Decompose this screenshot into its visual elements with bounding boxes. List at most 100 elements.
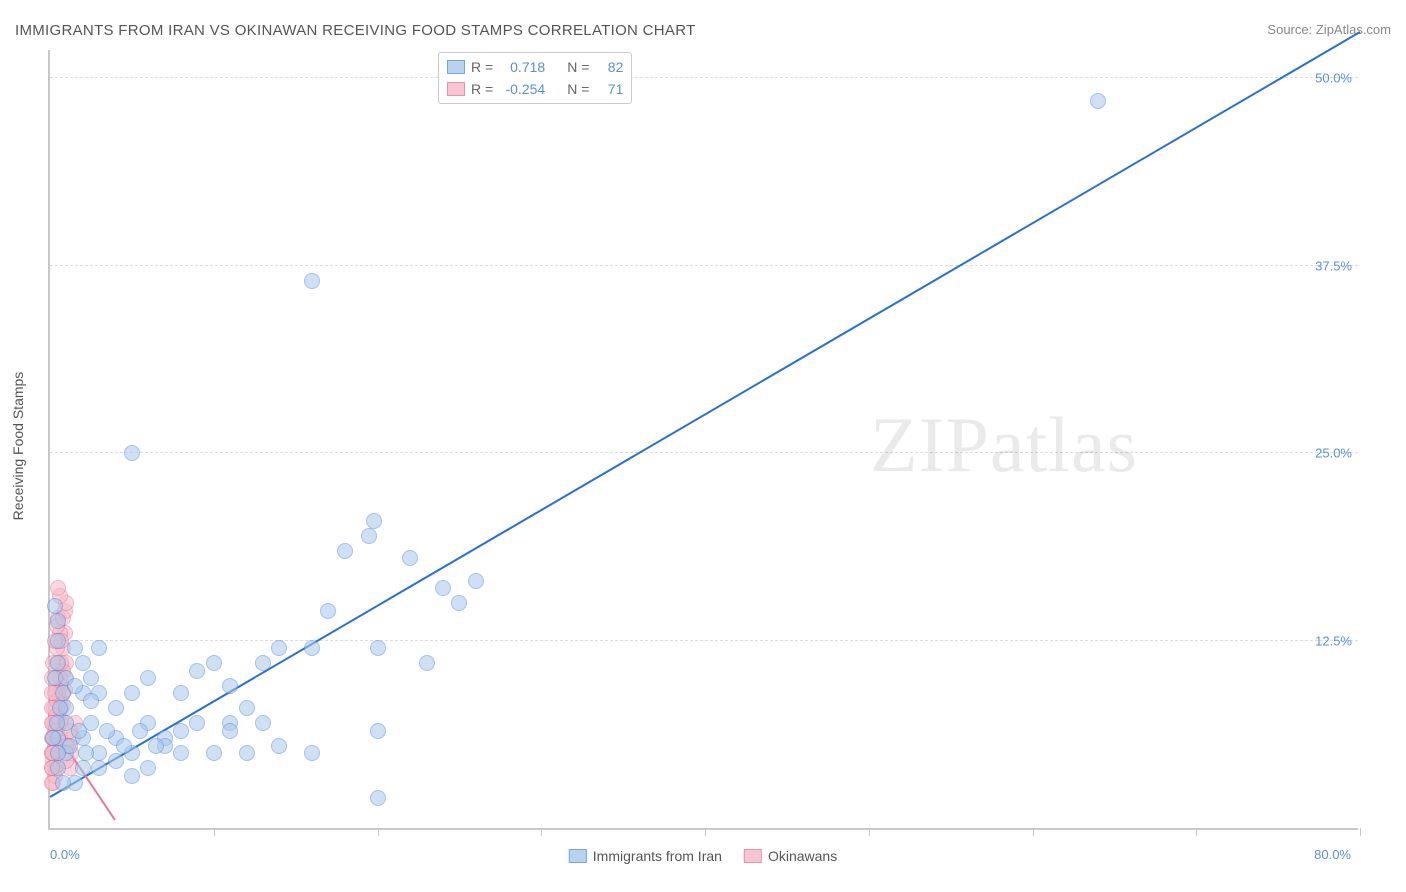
data-point-iran <box>271 738 287 754</box>
data-point-iran <box>78 745 94 761</box>
data-point-iran <box>320 603 336 619</box>
data-point-iran <box>239 700 255 716</box>
data-point-iran <box>49 715 65 731</box>
data-point-iran <box>67 640 83 656</box>
legend-stats-row: R = 0.718 N = 82 <box>447 56 623 78</box>
data-point-iran <box>189 715 205 731</box>
data-point-iran <box>370 790 386 806</box>
data-point-iran <box>1090 93 1106 109</box>
scatter-plot-area: 12.5% 25.0% 37.5% 50.0% <box>48 50 1358 830</box>
data-point-iran <box>173 723 189 739</box>
data-point-iran <box>108 700 124 716</box>
bottom-legend: Immigrants from Iran Okinawans <box>569 848 837 864</box>
n-label: N = <box>567 81 589 97</box>
data-point-iran <box>75 655 91 671</box>
gridline-h <box>50 452 1358 453</box>
data-point-iran <box>83 693 99 709</box>
data-point-iran <box>52 700 68 716</box>
x-tick <box>214 828 215 836</box>
data-point-iran <box>206 745 222 761</box>
data-point-iran <box>304 640 320 656</box>
data-point-iran <box>366 513 382 529</box>
r-value: -0.254 <box>499 81 545 97</box>
data-point-iran <box>140 760 156 776</box>
data-point-iran <box>91 760 107 776</box>
y-tick-label: 12.5% <box>1315 633 1352 648</box>
data-point-iran <box>99 723 115 739</box>
x-tick <box>541 828 542 836</box>
x-tick <box>1360 828 1361 836</box>
data-point-iran <box>148 738 164 754</box>
x-tick <box>705 828 706 836</box>
x-min-label: 0.0% <box>50 847 80 862</box>
data-point-iran <box>50 633 66 649</box>
data-point-iran <box>222 723 238 739</box>
data-point-iran <box>67 678 83 694</box>
y-tick-label: 37.5% <box>1315 258 1352 273</box>
swatch-okinawan-icon <box>744 849 762 863</box>
data-point-iran <box>451 595 467 611</box>
data-point-iran <box>55 775 71 791</box>
data-point-iran <box>116 738 132 754</box>
data-point-iran <box>402 550 418 566</box>
data-point-iran <box>337 543 353 559</box>
y-tick-label: 25.0% <box>1315 446 1352 461</box>
data-point-iran <box>206 655 222 671</box>
x-tick <box>1196 828 1197 836</box>
data-point-iran <box>189 663 205 679</box>
data-point-iran <box>222 678 238 694</box>
source-label: Source: <box>1267 22 1312 37</box>
n-value: 82 <box>595 59 623 75</box>
swatch-icon <box>447 82 465 96</box>
data-point-iran <box>75 760 91 776</box>
data-point-iran <box>124 768 140 784</box>
legend-stats-box: R = 0.718 N = 82 R = -0.254 N = 71 <box>438 52 632 104</box>
r-label: R = <box>471 81 493 97</box>
data-point-iran <box>370 640 386 656</box>
legend-label-okinawan: Okinawans <box>768 848 837 864</box>
legend-stats-row: R = -0.254 N = 71 <box>447 78 623 100</box>
chart-title: IMMIGRANTS FROM IRAN VS OKINAWAN RECEIVI… <box>15 22 696 39</box>
n-label: N = <box>567 59 589 75</box>
data-point-iran <box>50 745 66 761</box>
chart-source: Source: ZipAtlas.com <box>1267 22 1391 37</box>
data-point-iran <box>91 640 107 656</box>
data-point-iran <box>108 753 124 769</box>
regression-line <box>49 31 1360 798</box>
x-tick <box>1033 828 1034 836</box>
data-point-iran <box>468 573 484 589</box>
x-tick <box>869 828 870 836</box>
r-value: 0.718 <box>499 59 545 75</box>
data-point-iran <box>255 715 271 731</box>
data-point-iran <box>173 745 189 761</box>
data-point-iran <box>304 273 320 289</box>
data-point-iran <box>304 745 320 761</box>
data-point-iran <box>140 670 156 686</box>
data-point-iran <box>124 445 140 461</box>
data-point-iran <box>132 723 148 739</box>
data-point-iran <box>239 745 255 761</box>
data-point-iran <box>419 655 435 671</box>
x-tick <box>378 828 379 836</box>
data-point-iran <box>370 723 386 739</box>
gridline-h <box>50 640 1358 641</box>
data-point-iran <box>45 730 61 746</box>
data-point-iran <box>255 655 271 671</box>
n-value: 71 <box>595 81 623 97</box>
swatch-icon <box>447 60 465 74</box>
x-max-label: 80.0% <box>1314 847 1351 862</box>
legend-item-okinawan: Okinawans <box>744 848 837 864</box>
data-point-iran <box>361 528 377 544</box>
data-point-iran <box>50 760 66 776</box>
data-point-iran <box>271 640 287 656</box>
r-label: R = <box>471 59 493 75</box>
y-tick-label: 50.0% <box>1315 71 1352 86</box>
data-point-okinawan <box>50 580 66 596</box>
gridline-h <box>50 77 1358 78</box>
data-point-iran <box>47 598 63 614</box>
legend-item-iran: Immigrants from Iran <box>569 848 722 864</box>
swatch-iran-icon <box>569 849 587 863</box>
data-point-iran <box>435 580 451 596</box>
data-point-iran <box>50 655 66 671</box>
legend-label-iran: Immigrants from Iran <box>593 848 722 864</box>
